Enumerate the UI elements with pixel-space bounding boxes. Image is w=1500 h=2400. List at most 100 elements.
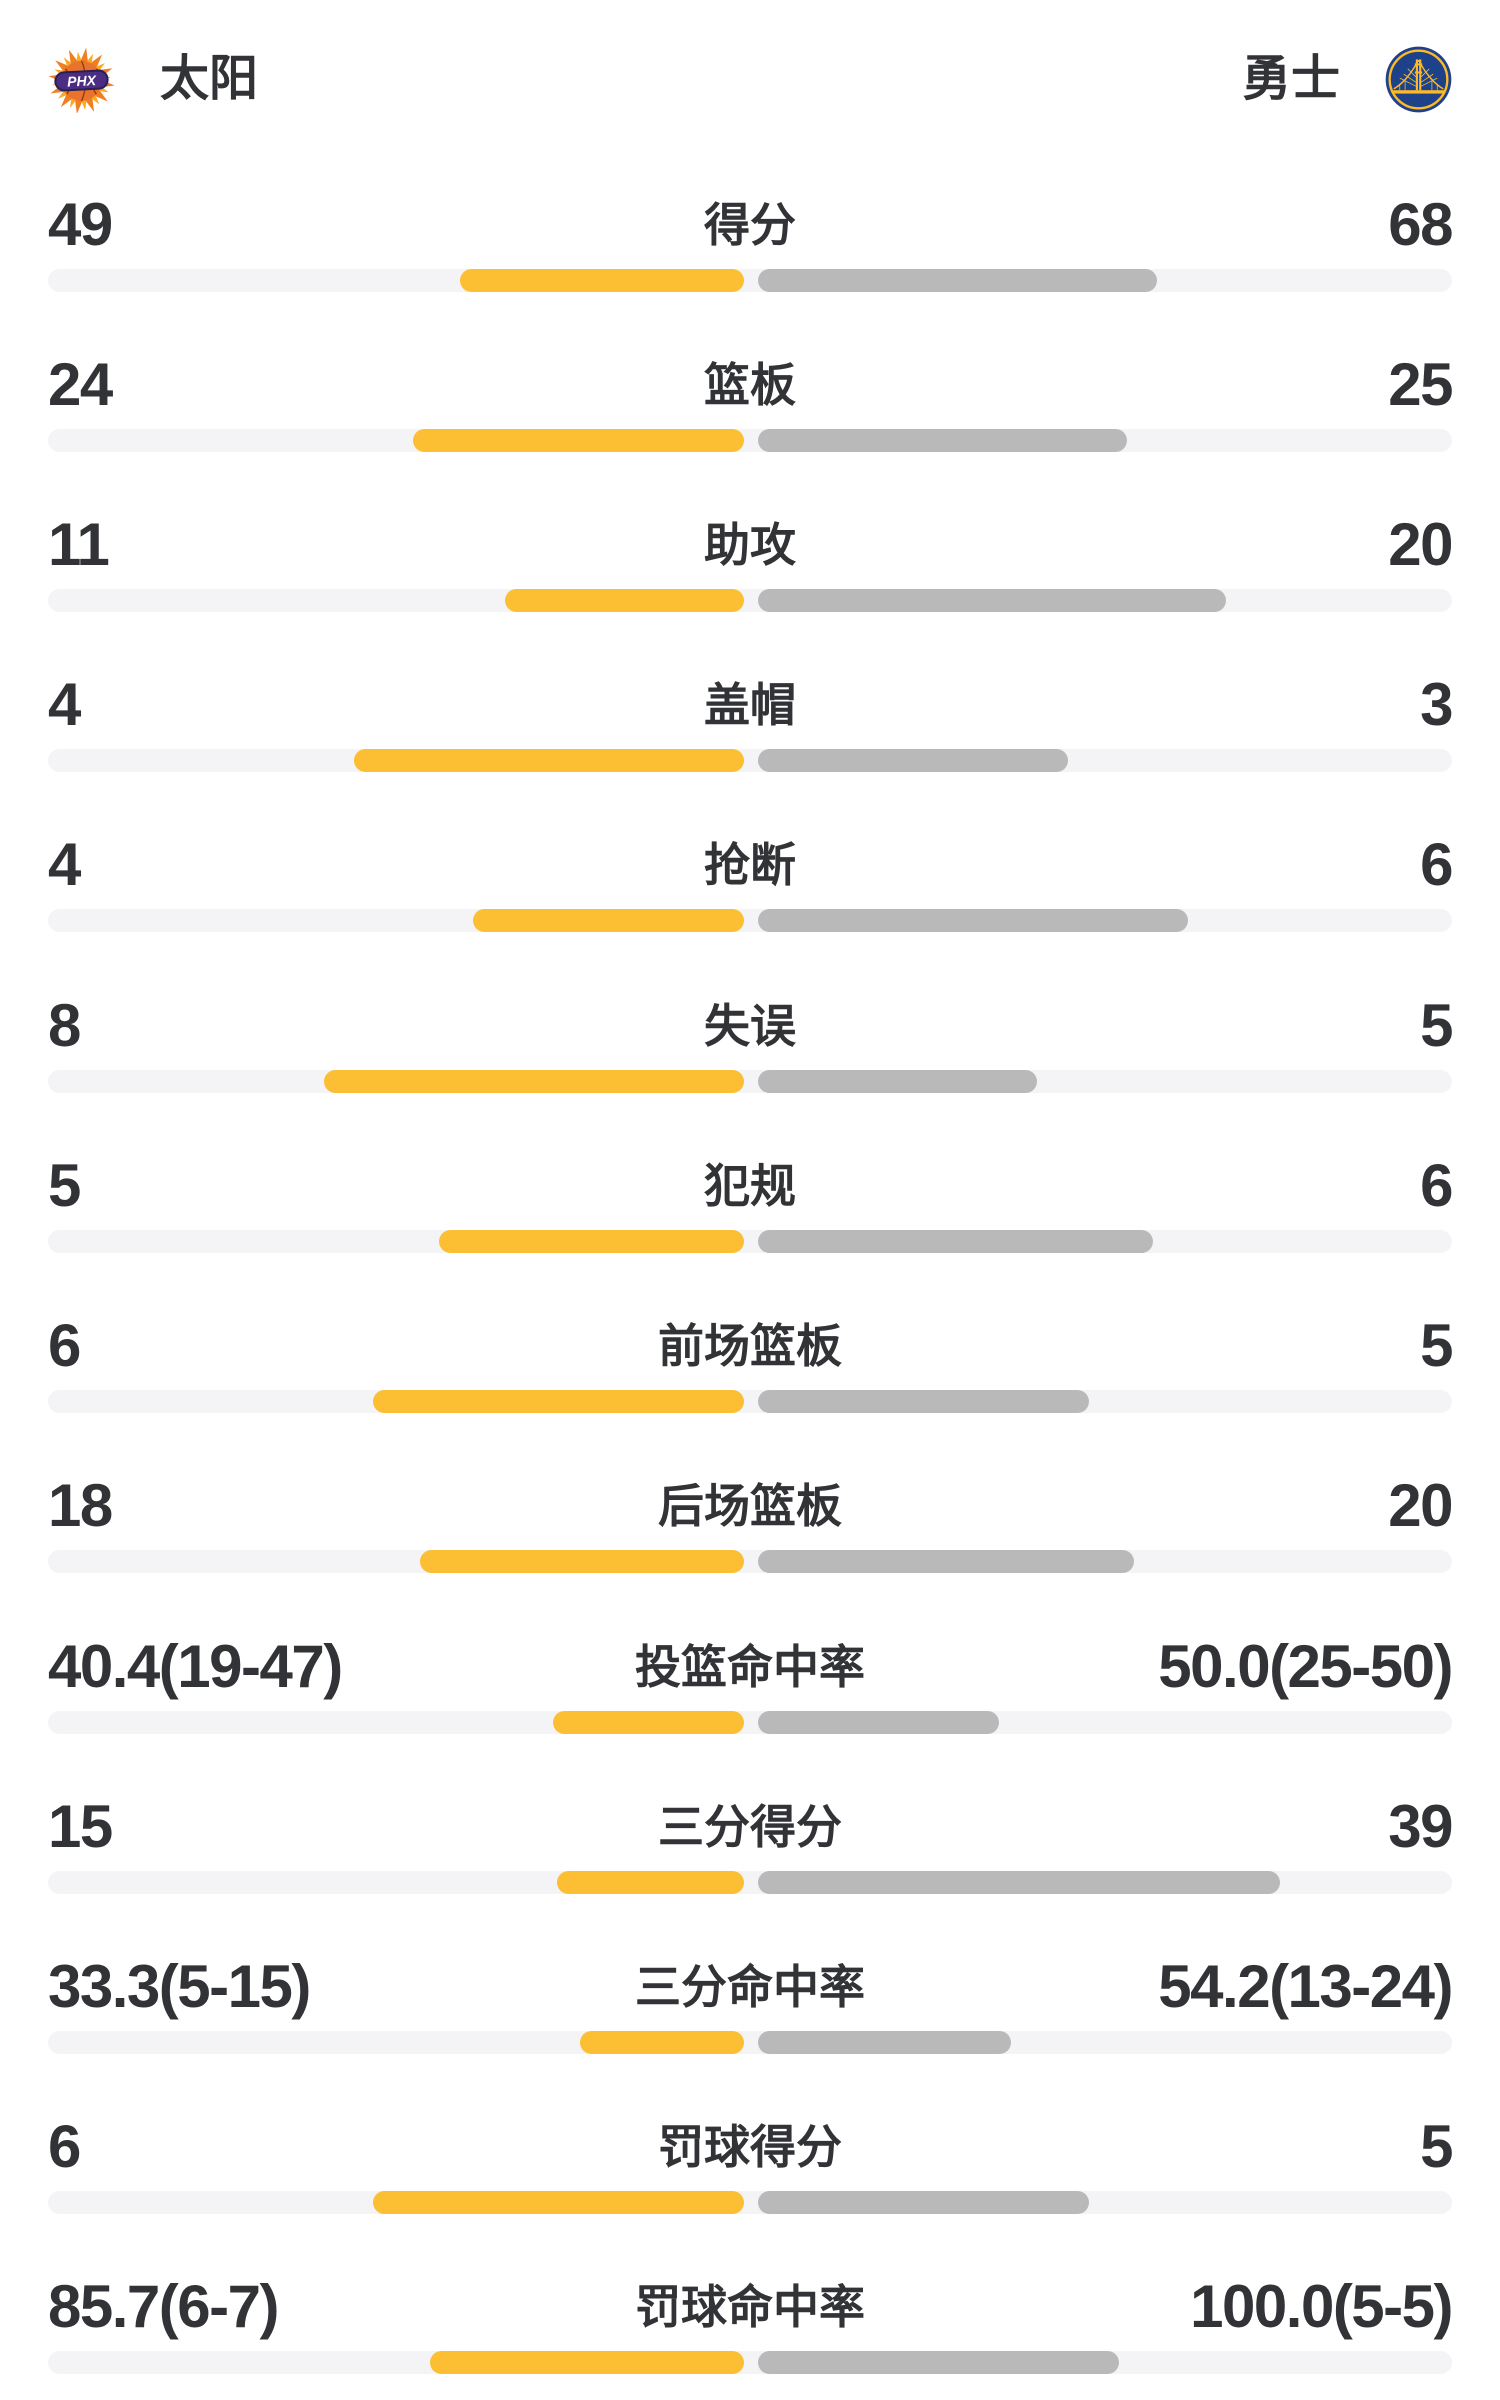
suns-logo-icon: PHX <box>48 46 115 113</box>
stat-line: 8 失误 5 <box>48 990 1453 1062</box>
stat-row: 8 失误 5 <box>48 990 1453 1094</box>
right-bar <box>758 2191 1090 2215</box>
stat-label: 得分 <box>704 198 796 251</box>
warriors-circle <box>1385 46 1452 112</box>
right-bar <box>758 1710 1000 1734</box>
right-bar <box>758 1069 1038 1093</box>
left-bar <box>439 1229 744 1253</box>
bar-track <box>48 749 1452 773</box>
right-value: 100.0(5-5) <box>1190 2273 1453 2341</box>
stat-label: 罚球得分 <box>658 2121 842 2174</box>
stat-label: 前场篮板 <box>658 1320 842 1373</box>
stat-label: 三分命中率 <box>635 1961 865 2014</box>
stat-row: 4 抢断 6 <box>48 829 1453 933</box>
bar-track <box>48 1870 1452 1894</box>
warriors-bridge <box>1393 58 1444 94</box>
bar-track <box>48 1390 1452 1414</box>
right-value: 20 <box>1388 510 1453 578</box>
left-bar <box>324 1069 744 1093</box>
right-value: 5 <box>1420 2113 1453 2181</box>
stat-row: 5 犯规 6 <box>48 1150 1453 1254</box>
stat-line: 40.4(19-47) 投篮命中率 50.0(25-50) <box>48 1631 1453 1703</box>
right-value: 68 <box>1388 190 1453 258</box>
bar-track <box>48 1069 1452 1093</box>
bar-track <box>48 268 1452 292</box>
right-bar <box>758 1550 1135 1574</box>
right-bar <box>758 749 1069 773</box>
stat-line: 4 抢断 6 <box>48 829 1453 901</box>
left-value: 40.4(19-47) <box>48 1632 343 1700</box>
right-bar <box>758 1390 1090 1414</box>
bar-track <box>48 2031 1452 2055</box>
stat-line: 15 三分得分 39 <box>48 1791 1453 1863</box>
left-value: 18 <box>48 1472 113 1540</box>
right-value: 39 <box>1388 1792 1453 1860</box>
left-value: 24 <box>48 350 113 418</box>
left-value: 4 <box>48 671 81 739</box>
bar-track <box>48 1229 1452 1253</box>
right-bar <box>758 2351 1119 2375</box>
stat-label: 篮板 <box>704 358 796 411</box>
right-value: 6 <box>1420 1151 1453 1219</box>
right-bar <box>758 1870 1281 1894</box>
warriors-logo-icon <box>1385 46 1452 113</box>
stat-row: 40.4(19-47) 投篮命中率 50.0(25-50) <box>48 1631 1453 1735</box>
left-value: 6 <box>48 2113 81 2181</box>
right-value: 20 <box>1388 1472 1453 1540</box>
team-right-name: 勇士 <box>1241 52 1340 106</box>
left-bar <box>412 428 744 452</box>
bar-track <box>48 588 1452 612</box>
left-bar <box>579 2031 744 2055</box>
right-value: 50.0(25-50) <box>1158 1632 1453 1700</box>
left-bar <box>473 909 744 933</box>
left-value: 6 <box>48 1312 81 1380</box>
left-value: 85.7(6-7) <box>48 2273 279 2341</box>
stat-row: 6 前场篮板 5 <box>48 1310 1453 1414</box>
left-bar <box>553 1710 744 1734</box>
right-bar <box>758 909 1188 933</box>
left-value: 8 <box>48 991 81 1059</box>
stat-row: 33.3(5-15) 三分命中率 54.2(13-24) <box>48 1951 1453 2055</box>
right-value: 25 <box>1388 350 1453 418</box>
stat-label: 后场篮板 <box>658 1480 842 1533</box>
stat-label: 犯规 <box>704 1159 796 1212</box>
stat-line: 6 罚球得分 5 <box>48 2111 1453 2183</box>
stat-line: 6 前场篮板 5 <box>48 1310 1453 1382</box>
stat-line: 4 盖帽 3 <box>48 669 1453 741</box>
suns-banner-text: PHX <box>67 72 98 90</box>
stat-line: 24 篮板 25 <box>48 349 1453 421</box>
stat-label: 盖帽 <box>704 679 796 732</box>
stat-row: 18 后场篮板 20 <box>48 1470 1453 1574</box>
stat-row: 49 得分 68 <box>48 189 1453 293</box>
stat-line: 18 后场篮板 20 <box>48 1470 1453 1542</box>
left-value: 49 <box>48 190 113 258</box>
left-value: 15 <box>48 1792 113 1860</box>
stat-label: 抢断 <box>704 839 796 892</box>
stat-label: 罚球命中率 <box>635 2281 865 2334</box>
stat-label: 投篮命中率 <box>635 1640 865 1693</box>
left-bar <box>373 1390 744 1414</box>
right-bar <box>758 588 1226 612</box>
bar-track <box>48 909 1452 933</box>
left-bar <box>505 588 744 612</box>
left-bar <box>460 268 744 292</box>
header: PHX 太阳 勇士 <box>48 44 1452 114</box>
left-bar <box>429 2351 744 2375</box>
left-value: 11 <box>48 510 110 578</box>
stat-line: 33.3(5-15) 三分命中率 54.2(13-24) <box>48 1951 1453 2023</box>
left-value: 33.3(5-15) <box>48 1953 311 2021</box>
left-bar <box>419 1550 744 1574</box>
right-bar <box>758 268 1157 292</box>
stat-row: 4 盖帽 3 <box>48 669 1453 773</box>
team-right: 勇士 <box>1242 44 1452 114</box>
right-bar <box>758 2031 1011 2055</box>
right-bar <box>758 428 1128 452</box>
right-value: 54.2(13-24) <box>1158 1953 1453 2021</box>
stat-line: 11 助攻 20 <box>48 509 1453 581</box>
right-value: 5 <box>1420 1312 1453 1380</box>
left-bar <box>557 1870 744 1894</box>
stat-row: 15 三分得分 39 <box>48 1791 1453 1895</box>
stat-row: 6 罚球得分 5 <box>48 2111 1453 2215</box>
left-value: 4 <box>48 831 81 899</box>
